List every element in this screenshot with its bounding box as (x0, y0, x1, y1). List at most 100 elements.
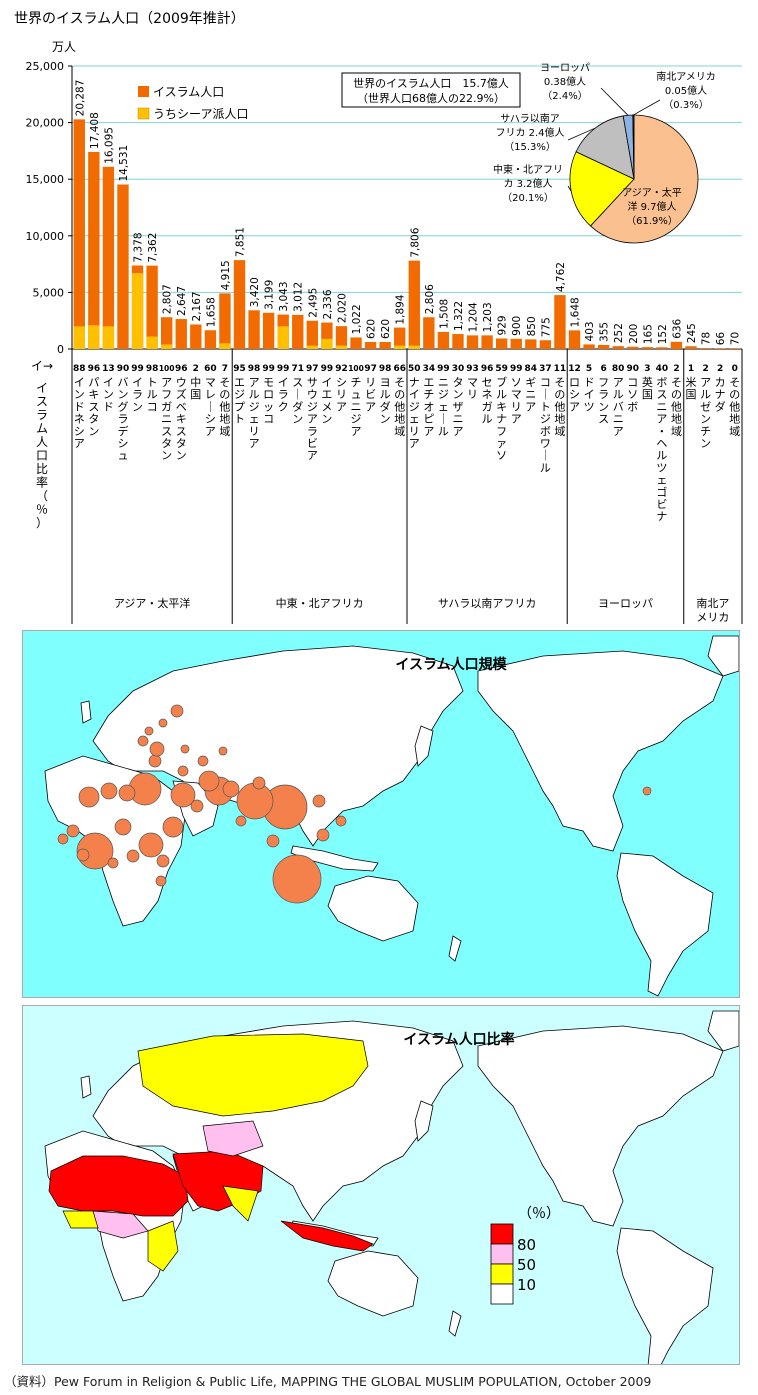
bar-muslim-population (729, 348, 741, 349)
ratio-label: 50 (408, 364, 421, 374)
svg-text:ア: ア (452, 425, 463, 438)
svg-text:｜: ｜ (292, 388, 303, 401)
svg-text:（: （ (36, 489, 48, 503)
svg-text:イ: イ (278, 376, 289, 389)
bar-muslim-population (685, 346, 697, 349)
svg-text:ジ: ジ (438, 388, 449, 401)
y-axis-unit: 万人 (52, 40, 77, 54)
bar-value-label: 16,095 (103, 127, 115, 164)
svg-text:ベ: ベ (176, 400, 187, 413)
category-label: インド (103, 376, 114, 413)
world-total-line1: 世界のイスラム人口 15.7億人 (353, 77, 509, 90)
svg-text:ス: ス (36, 395, 48, 409)
svg-text:ニ: ニ (613, 413, 624, 426)
svg-text:シ: シ (569, 388, 580, 401)
svg-text:ボ: ボ (627, 400, 638, 413)
bar-muslim-population (714, 348, 726, 349)
svg-text:）: ） (36, 516, 48, 530)
ratio-label: 90 (626, 364, 639, 374)
bar-value-label: 7,851 (235, 227, 247, 257)
ratio-label: 12 (568, 364, 581, 374)
svg-text:ソ: ソ (511, 376, 522, 389)
pie-slice (569, 151, 635, 227)
map-title: イスラム人口規模 (395, 656, 507, 673)
svg-text:ゼ: ゼ (700, 400, 711, 413)
bar-muslim-population (219, 293, 231, 349)
category-label: 米国 (686, 376, 697, 401)
bar-muslim-population (88, 151, 100, 349)
svg-text:チ: チ (700, 425, 711, 438)
landmass-uk (80, 1075, 92, 1099)
bar-shia-population (321, 338, 333, 349)
category-label: ロシア (569, 376, 580, 413)
category-label: イラン (132, 376, 143, 413)
ratio-label: 90 (117, 364, 130, 374)
svg-text:ン: ン (161, 449, 172, 462)
bar-muslim-population (612, 346, 624, 349)
legend-swatch (490, 1263, 514, 1285)
ratio-region-indonesia-high (280, 1220, 374, 1252)
category-label: 中国 (190, 376, 201, 401)
bar-muslim-population (437, 331, 450, 349)
svg-text:他: 他 (671, 400, 682, 413)
svg-text:ア: ア (409, 437, 420, 450)
svg-text:コ: コ (540, 376, 551, 389)
svg-text:ア: ア (307, 449, 318, 462)
bar-muslim-population (350, 337, 362, 349)
svg-text:フ: フ (598, 376, 609, 389)
bar-muslim-population (233, 260, 246, 349)
bar-muslim-population (160, 317, 173, 349)
svg-text:ジ: ジ (409, 400, 420, 413)
svg-text:タ: タ (88, 413, 99, 426)
svg-text:ル: ル (380, 388, 391, 401)
svg-text:ア: ア (249, 376, 260, 389)
category-label: トルコ (147, 376, 158, 413)
svg-text:ナ: ナ (409, 376, 420, 389)
pie-leader-line (567, 127, 596, 141)
bar-muslim-population (510, 338, 522, 349)
bar-value-label: 4,762 (555, 262, 567, 292)
pie-slice-label: アジア・太平 (622, 186, 682, 199)
ratio-label: 71 (291, 364, 304, 374)
svg-text:域: 域 (729, 425, 740, 438)
svg-text:地: 地 (554, 413, 565, 426)
ratio-label: 96 (481, 364, 494, 374)
landmass-australia (327, 875, 419, 942)
svg-text:ス: ス (88, 400, 99, 413)
svg-text:ナ: ナ (496, 413, 507, 426)
svg-text:ウ: ウ (307, 388, 318, 401)
bar-shia-population (408, 345, 420, 349)
svg-text:中: 中 (190, 376, 201, 389)
svg-text:ニ: ニ (438, 376, 449, 389)
svg-text:ン: ン (132, 400, 143, 413)
svg-text:域: 域 (394, 425, 405, 438)
ratio-label: 100 (159, 364, 175, 373)
population-bubble (252, 776, 266, 790)
svg-text:モ: モ (263, 376, 274, 389)
svg-text:ジ: ジ (351, 413, 362, 426)
bar-muslim-population (641, 347, 654, 349)
svg-text:ア: ア (700, 376, 711, 389)
svg-text:ギ: ギ (525, 376, 536, 389)
ratio-label: 2 (702, 364, 708, 374)
svg-text:ア: ア (307, 413, 318, 426)
svg-text:ル: ル (700, 388, 711, 401)
legend-label: 10 (517, 1276, 536, 1294)
svg-text:他: 他 (219, 400, 230, 413)
bar-shia-population (335, 345, 348, 349)
ratio-label: 98 (379, 364, 392, 374)
ratio-label: 93 (466, 364, 479, 374)
svg-text:ニ: ニ (656, 400, 667, 413)
svg-text:の: の (219, 388, 230, 401)
bar-shia-population (88, 325, 100, 349)
svg-text:コ: コ (627, 376, 638, 389)
svg-text:シ: シ (336, 376, 347, 389)
svg-text:ア: ア (336, 400, 347, 413)
